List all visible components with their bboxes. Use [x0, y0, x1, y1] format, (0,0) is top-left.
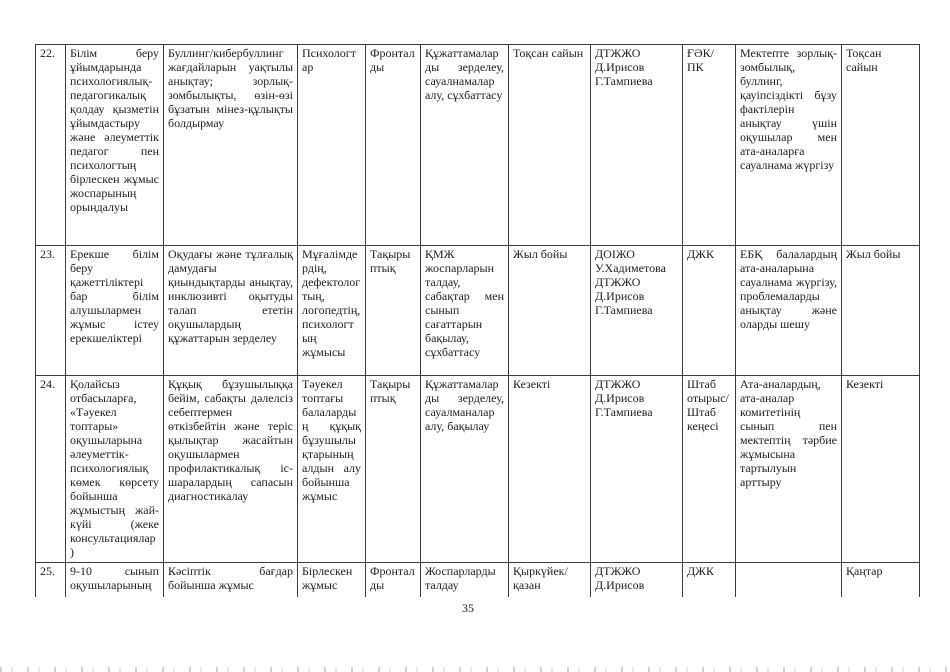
table-cell: Тақырыптық — [365, 375, 421, 563]
table-cell: Фронталды — [365, 44, 421, 246]
row-number-cell: 25. — [35, 562, 66, 597]
table-cell: ДОІЖО У.Хадиметова ДТЖЖО Д.Ирисов Г.Тамп… — [590, 245, 683, 376]
table-cell: Кезекті — [508, 375, 591, 563]
table-cell: Тоқсан сайын — [508, 44, 591, 246]
table-cell: Тақырыптық — [365, 245, 421, 376]
table-cell: 9-10 сынып оқушыларының — [65, 562, 164, 597]
table-row: 23. Ерекше білім беру қажеттіліктері бар… — [35, 245, 920, 376]
table-cell: ДТЖЖО Д.Ирисов Г.Тампиева — [590, 44, 683, 246]
table-cell — [735, 562, 842, 597]
table-cell: Ата-аналардың, ата-аналар комитетінің сы… — [735, 375, 842, 563]
row-number-cell: 22. — [35, 44, 66, 246]
table-cell: Қолайсыз отбасыларға, «Тәуекел топтары» … — [65, 375, 164, 563]
table-row: 22. Білім беру ұйымдарында психологиялық… — [35, 44, 920, 246]
table-cell: Жоспарларды талдау — [420, 562, 509, 597]
page-number: 35 — [462, 601, 474, 615]
table-cell: Тоқсан сайын — [841, 44, 920, 246]
table-cell: Психологтар — [297, 44, 366, 246]
table-cell: Кезекті — [841, 375, 920, 563]
table-cell: ҒӘК/ ПК — [682, 44, 736, 246]
row-number-cell: 24. — [35, 375, 66, 563]
table-cell: ДЖК — [682, 562, 736, 597]
table-cell: ДТЖЖО Д.Ирисов — [590, 562, 683, 597]
table-cell: Мектепте зорлық-зомбылық, буллинг, қауіп… — [735, 44, 842, 246]
table-cell: ЕБҚ балалардың ата-аналарына сауалнама ж… — [735, 245, 842, 376]
table-cell: Оқудағы және тұлғалық дамудағы қиындықта… — [163, 245, 298, 376]
table-cell: Кәсіптік бағдар бойынша жұмыс — [163, 562, 298, 597]
work-plan-table: 22. Білім беру ұйымдарында психологиялық… — [35, 44, 920, 597]
table-cell: ДЖК — [682, 245, 736, 376]
table-cell: Қаңтар — [841, 562, 920, 597]
table-cell: Буллинг/кибербуллинг жағдайларын уақтылы… — [163, 44, 298, 246]
work-plan-table-container: 22. Білім беру ұйымдарында психологиялық… — [35, 44, 921, 597]
table-cell: Ерекше білім беру қажеттіліктері бар біл… — [65, 245, 164, 376]
table-cell: Құқық бұзушылыққа бейім, сабақты дәлелсі… — [163, 375, 298, 563]
table-cell: Құжаттамаларды зерделеу, сауалманалар ал… — [420, 375, 509, 563]
row-number-cell: 23. — [35, 245, 66, 376]
table-cell: Қыркүйек/ қазан — [508, 562, 591, 597]
table-cell: ҚМЖ жоспарларын талдау, сабақтар мен сын… — [420, 245, 509, 376]
table-cell: ДТЖЖО Д.Ирисов Г.Тампиева — [590, 375, 683, 563]
table-cell: Мұғалімдердің, дефектологтың, логопедтің… — [297, 245, 366, 376]
table-cell: Жыл бойы — [508, 245, 591, 376]
table-cell: Білім беру ұйымдарында психологиялық-пед… — [65, 44, 164, 246]
table-cell: Фронталды — [365, 562, 421, 597]
table-cell: Бірлескен жұмыс — [297, 562, 366, 597]
table-cell: Жыл бойы — [841, 245, 920, 376]
table-row: 25. 9-10 сынып оқушыларының Кәсіптік бағ… — [35, 562, 920, 597]
table-cell: Құжаттамаларды зерделеу, сауалнамалар ал… — [420, 44, 509, 246]
table-cell: Штаб отырыс/ Штаб кеңесі — [682, 375, 736, 563]
table-row: 24. Қолайсыз отбасыларға, «Тәуекел топта… — [35, 375, 920, 563]
table-cell: Тәуекел топтағы балалардың құқық бұзушыл… — [297, 375, 366, 563]
scan-artifact — [0, 667, 950, 672]
